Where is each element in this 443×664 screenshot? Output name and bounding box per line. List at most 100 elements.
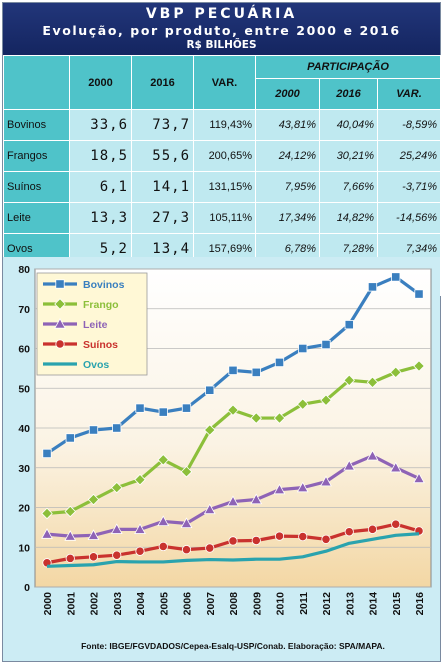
- table-row: Suínos 6,1 14,1 131,15% 7,95% 7,66% -3,71%: [3, 171, 442, 203]
- y-tick-label: 30: [18, 463, 30, 475]
- data-point: [181, 403, 192, 413]
- cell-p2000: 43,81%: [255, 109, 320, 141]
- data-point: [157, 454, 170, 466]
- data-point: [65, 553, 75, 563]
- page-subtitle: Evolução, por produto, entre 2000 e 2016: [42, 23, 401, 38]
- table-row: Bovinos 33,6 73,7 119,43% 43,81% 40,04% -8,59%: [3, 109, 442, 141]
- data-point: [135, 403, 145, 413]
- data-point: [367, 524, 378, 534]
- row-label: Leite: [3, 202, 70, 234]
- y-tick-label: 70: [18, 304, 30, 316]
- data-point: [65, 433, 75, 443]
- x-tick-label: 2014: [368, 592, 380, 616]
- x-tick-label: 2003: [112, 592, 124, 616]
- cell-var: 131,15%: [193, 171, 256, 203]
- data-point: [391, 519, 401, 529]
- x-tick-label: 2000: [42, 592, 54, 616]
- data-point: [413, 360, 425, 372]
- data-point: [228, 365, 238, 375]
- data-point: [251, 535, 261, 546]
- data-point: [180, 465, 193, 478]
- legend-entry: Leite: [83, 319, 108, 331]
- header-2016: 2016: [131, 55, 194, 110]
- header-pvar: VAR.: [376, 78, 442, 110]
- data-point: [344, 320, 354, 330]
- cell-var: 119,43%: [193, 109, 256, 141]
- data-point: [320, 475, 332, 487]
- data-point: [298, 343, 308, 354]
- legend-marker: [55, 339, 65, 349]
- cell-pvar: -8,59%: [376, 109, 442, 141]
- legend-entry: Ovos: [83, 359, 109, 371]
- legend-entry: Frango: [83, 299, 119, 311]
- data-point: [181, 545, 192, 555]
- x-tick-label: 2006: [182, 592, 194, 616]
- legend-entry: Suínos: [83, 339, 118, 351]
- unit-label: R$ BILHÕES: [186, 39, 257, 51]
- cell-v2016: 14,1: [131, 171, 194, 203]
- header-var: VAR.: [193, 55, 256, 110]
- data-point: [296, 481, 309, 493]
- cell-p2016: 30,21%: [319, 140, 378, 172]
- data-point: [413, 472, 425, 484]
- cell-p2016: 14,82%: [319, 202, 378, 234]
- cell-p2000: 24,12%: [255, 140, 320, 172]
- data-point: [112, 550, 122, 560]
- header-banner: VBP PECUÁRIA Evolução, por produto, entr…: [3, 3, 440, 55]
- y-tick-label: 0: [24, 582, 30, 594]
- source-note: Fonte: IBGE/FGVDADOS/Cepea-Esalq-USP/Con…: [81, 641, 385, 651]
- series-line-ovos: [46, 532, 420, 568]
- cell-var: 200,65%: [193, 140, 256, 172]
- data-point: [343, 459, 356, 471]
- data-point: [134, 523, 146, 534]
- x-tick-label: 2012: [321, 592, 333, 616]
- data-point: [274, 357, 285, 368]
- data-point: [88, 552, 99, 562]
- x-tick-label: 2011: [298, 592, 310, 615]
- data-point: [227, 404, 239, 416]
- x-tick-label: 2013: [344, 592, 356, 616]
- data-point: [110, 523, 123, 534]
- data-point: [321, 339, 331, 350]
- y-tick-label: 50: [18, 383, 30, 395]
- data-point: [274, 531, 285, 541]
- data-point: [344, 527, 354, 537]
- table-row: Frangos 18,5 55,6 200,65% 24,12% 30,21% 25,24%: [3, 140, 442, 172]
- data-point: [227, 495, 239, 507]
- legend-marker: [54, 298, 66, 310]
- data-point: [366, 376, 379, 389]
- x-tick-label: 2016: [414, 592, 426, 616]
- data-point: [389, 366, 402, 379]
- y-tick-label: 20: [18, 503, 30, 515]
- page-title: VBP PECUÁRIA: [145, 6, 298, 22]
- data-point: [134, 473, 146, 486]
- data-point: [41, 507, 53, 520]
- cell-pvar: -14,56%: [376, 202, 442, 234]
- data-point: [110, 481, 123, 494]
- data-point: [41, 528, 53, 539]
- row-label: Frangos: [3, 140, 70, 172]
- cell-p2000: 17,34%: [255, 202, 320, 234]
- legend-marker: [55, 279, 65, 289]
- data-point: [296, 398, 309, 410]
- cell-pvar: 25,24%: [376, 140, 442, 172]
- data-point: [112, 423, 122, 433]
- legend-marker: [54, 317, 66, 329]
- line-chart: 0 10 20 30 40 50 60 70 80 2000 2001 2002 2003 2004 200…: [18, 264, 432, 651]
- x-tick-label: 2004: [135, 592, 147, 616]
- data-point: [228, 536, 238, 546]
- data-point: [250, 493, 263, 505]
- cell-p2016: 40,04%: [319, 109, 378, 141]
- cell-var: 105,11%: [193, 202, 256, 234]
- y-tick-label: 80: [18, 264, 30, 276]
- data-point: [273, 483, 286, 495]
- table-row: Leite 13,3 27,3 105,11% 17,34% 14,82% -14,56%: [3, 202, 442, 234]
- x-tick-label: 2009: [251, 592, 263, 616]
- cell-v2000: 6,1: [69, 171, 132, 203]
- data-point: [180, 517, 193, 528]
- data-point: [298, 531, 308, 542]
- cell-pvar: -3,71%: [376, 171, 442, 203]
- data-point: [205, 543, 215, 553]
- x-tick-label: 2001: [65, 592, 77, 616]
